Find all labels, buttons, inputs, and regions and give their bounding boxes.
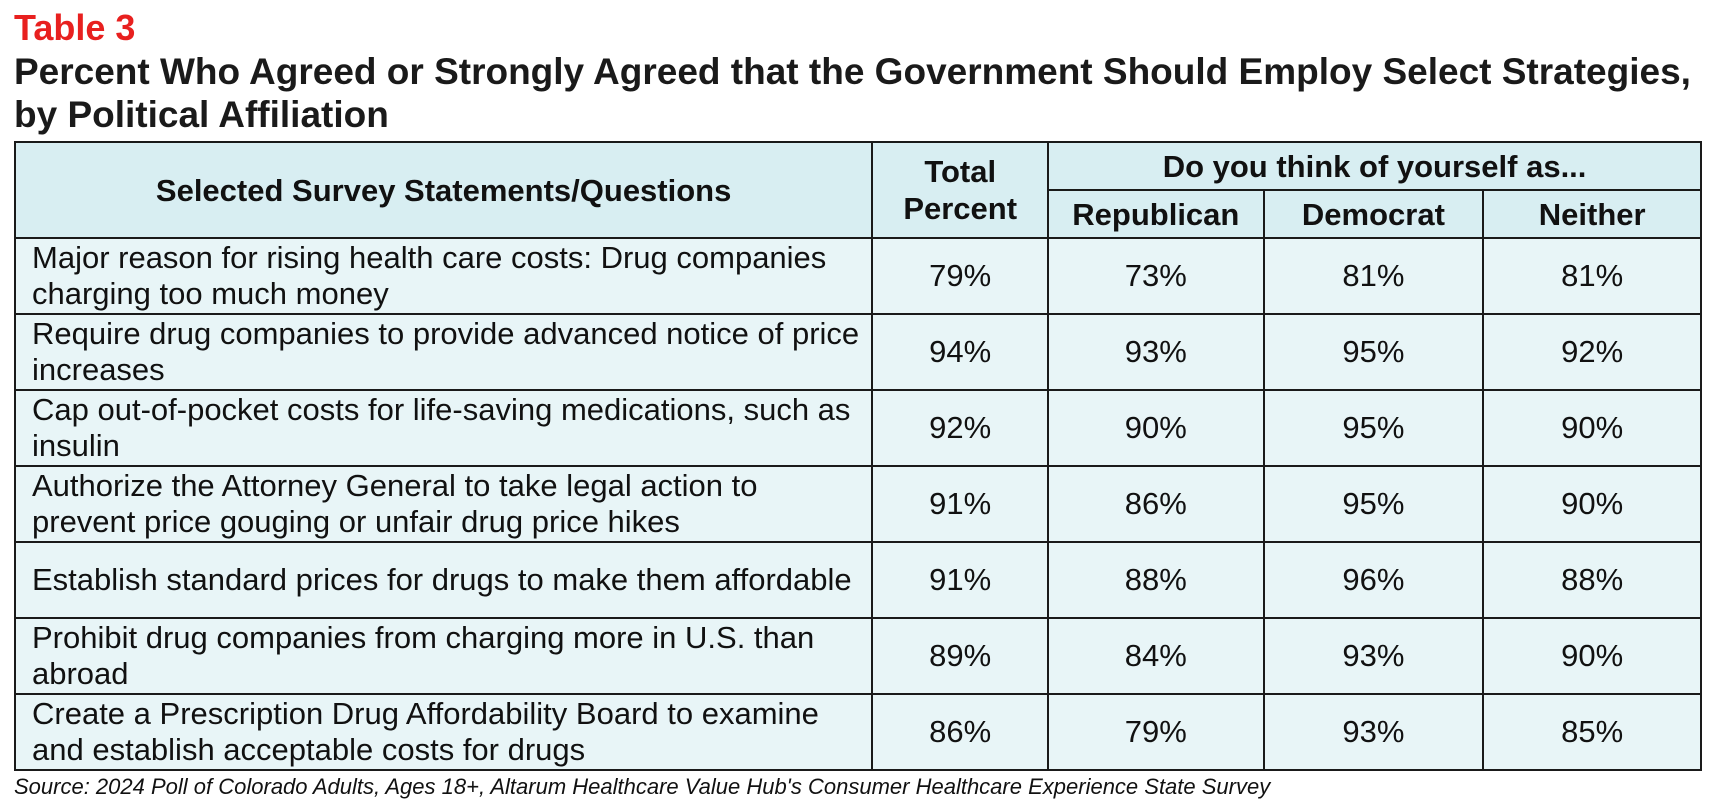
table-row: Require drug companies to provide advanc… xyxy=(13,313,1702,391)
republican-cell: 90% xyxy=(1047,389,1265,467)
statement-cell: Establish standard prices for drugs to m… xyxy=(13,541,874,619)
table-row: Cap out-of-pocket costs for life-saving … xyxy=(13,389,1702,467)
table-row: Create a Prescription Drug Affordability… xyxy=(13,693,1702,771)
democrat-cell: 95% xyxy=(1262,313,1485,391)
table-row: Major reason for rising health care cost… xyxy=(13,237,1702,315)
table-header: Selected Survey Statements/Questions Tot… xyxy=(13,141,1702,239)
statement-cell: Create a Prescription Drug Affordability… xyxy=(13,693,874,771)
total-cell: 92% xyxy=(871,389,1050,467)
table-body: Major reason for rising health care cost… xyxy=(13,237,1702,771)
democrat-cell: 96% xyxy=(1262,541,1485,619)
total-cell: 91% xyxy=(871,465,1050,543)
democrat-cell: 93% xyxy=(1262,617,1485,695)
democrat-cell: 95% xyxy=(1262,465,1485,543)
republican-cell: 93% xyxy=(1047,313,1265,391)
table-title: Percent Who Agreed or Strongly Agreed th… xyxy=(14,51,1691,135)
header-affiliation-group: Do you think of yourself as... xyxy=(1047,141,1702,191)
header-row-sub: Republican Democrat Neither xyxy=(15,189,1702,239)
table-row: Authorize the Attorney General to take l… xyxy=(13,465,1702,543)
statement-cell: Cap out-of-pocket costs for life-saving … xyxy=(13,389,874,467)
total-cell: 91% xyxy=(871,541,1050,619)
neither-cell: 90% xyxy=(1482,389,1702,467)
republican-cell: 84% xyxy=(1047,617,1265,695)
neither-cell: 92% xyxy=(1482,313,1702,391)
neither-cell: 90% xyxy=(1482,465,1702,543)
democrat-cell: 93% xyxy=(1262,693,1485,771)
republican-cell: 88% xyxy=(1047,541,1265,619)
header-democrat: Democrat xyxy=(1262,189,1485,239)
republican-cell: 79% xyxy=(1047,693,1265,771)
neither-cell: 90% xyxy=(1482,617,1702,695)
statement-cell: Prohibit drug companies from charging mo… xyxy=(13,617,874,695)
table-row: Prohibit drug companies from charging mo… xyxy=(13,617,1702,695)
republican-cell: 73% xyxy=(1047,237,1265,315)
republican-cell: 86% xyxy=(1047,465,1265,543)
header-row-top: Selected Survey Statements/Questions Tot… xyxy=(13,141,1702,239)
survey-results-table: Selected Survey Statements/Questions Tot… xyxy=(13,141,1702,771)
header-neither: Neither xyxy=(1482,189,1702,239)
neither-cell: 85% xyxy=(1482,693,1702,771)
neither-cell: 88% xyxy=(1482,541,1702,619)
source-note: Source: 2024 Poll of Colorado Adults, Ag… xyxy=(14,774,1271,799)
democrat-cell: 81% xyxy=(1262,237,1485,315)
neither-cell: 81% xyxy=(1482,237,1702,315)
total-cell: 89% xyxy=(871,617,1050,695)
header-total-percent: Total Percent xyxy=(871,141,1050,239)
table-row: Establish standard prices for drugs to m… xyxy=(13,541,1702,619)
header-statements: Selected Survey Statements/Questions xyxy=(13,141,874,239)
statement-cell: Major reason for rising health care cost… xyxy=(13,237,874,315)
total-cell: 79% xyxy=(871,237,1050,315)
democrat-cell: 95% xyxy=(1262,389,1485,467)
statement-cell: Require drug companies to provide advanc… xyxy=(13,313,874,391)
total-cell: 94% xyxy=(871,313,1050,391)
total-cell: 86% xyxy=(871,693,1050,771)
table-number-label: Table 3 xyxy=(14,7,136,48)
statement-cell: Authorize the Attorney General to take l… xyxy=(13,465,874,543)
header-republican: Republican xyxy=(1047,189,1265,239)
